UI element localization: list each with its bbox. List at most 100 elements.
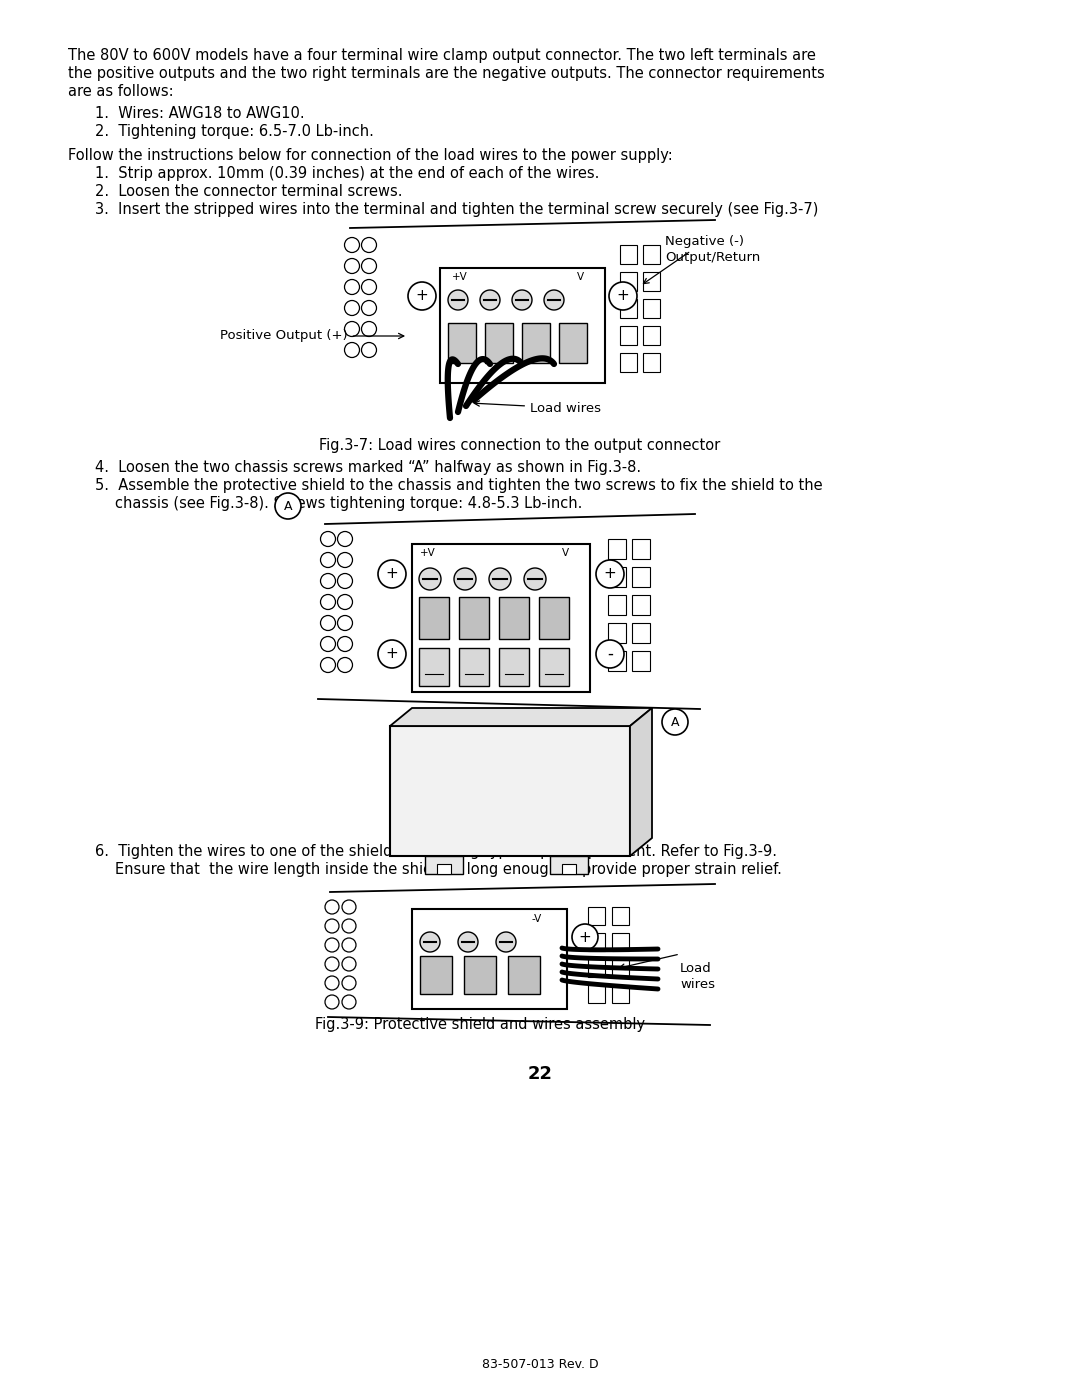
Circle shape — [345, 342, 360, 358]
Bar — [588, 907, 605, 925]
Circle shape — [342, 900, 356, 914]
Text: Load: Load — [680, 963, 712, 975]
Circle shape — [512, 291, 532, 310]
Circle shape — [321, 637, 336, 651]
Text: A: A — [671, 715, 679, 728]
Text: 22: 22 — [527, 1065, 553, 1083]
Bar — [612, 907, 629, 925]
Circle shape — [609, 282, 637, 310]
Text: 5.  Assemble the protective shield to the chassis and tighten the two screws to : 5. Assemble the protective shield to the… — [95, 478, 823, 493]
Text: Follow the instructions below for connection of the load wires to the power supp: Follow the instructions below for connec… — [68, 148, 673, 163]
Bar — [588, 958, 605, 977]
Circle shape — [572, 923, 598, 950]
Text: Output/Return: Output/Return — [665, 251, 760, 264]
Circle shape — [362, 237, 377, 253]
Circle shape — [325, 919, 339, 933]
Text: +V: +V — [453, 272, 468, 282]
Bar — [499, 597, 529, 638]
Bar — [632, 623, 650, 643]
Bar — [643, 299, 660, 319]
Circle shape — [448, 291, 468, 310]
Bar — [620, 353, 637, 372]
Bar — [608, 567, 626, 587]
Text: 83-507-013 Rev. D: 83-507-013 Rev. D — [482, 1358, 598, 1370]
Bar — [612, 958, 629, 977]
Text: The 80V to 600V models have a four terminal wire clamp output connector. The two: The 80V to 600V models have a four termi… — [68, 47, 815, 63]
Circle shape — [362, 342, 377, 358]
Bar — [608, 623, 626, 643]
Bar — [499, 648, 529, 686]
Bar — [485, 323, 513, 363]
Text: Load wires: Load wires — [474, 401, 600, 415]
Circle shape — [362, 321, 377, 337]
Circle shape — [342, 957, 356, 971]
Bar — [440, 268, 605, 383]
Circle shape — [337, 552, 352, 567]
Circle shape — [321, 616, 336, 630]
Text: Fig.3-9: Protective shield and wires assembly: Fig.3-9: Protective shield and wires ass… — [315, 1017, 645, 1032]
Circle shape — [337, 658, 352, 672]
Bar — [643, 272, 660, 291]
Bar — [411, 543, 590, 692]
Text: A: A — [284, 500, 293, 513]
Circle shape — [321, 595, 336, 609]
Text: the positive outputs and the two right terminals are the negative outputs. The c: the positive outputs and the two right t… — [68, 66, 825, 81]
Circle shape — [544, 291, 564, 310]
Bar — [419, 648, 449, 686]
Bar — [420, 956, 453, 995]
Circle shape — [325, 957, 339, 971]
Circle shape — [342, 977, 356, 990]
Circle shape — [378, 640, 406, 668]
Bar — [426, 856, 463, 875]
Circle shape — [524, 569, 546, 590]
Bar — [419, 597, 449, 638]
Circle shape — [325, 937, 339, 951]
Circle shape — [345, 237, 360, 253]
Circle shape — [337, 595, 352, 609]
Text: 3.  Insert the stripped wires into the terminal and tighten the terminal screw s: 3. Insert the stripped wires into the te… — [95, 203, 819, 217]
Text: 2.  Tightening torque: 6.5-7.0 Lb-inch.: 2. Tightening torque: 6.5-7.0 Lb-inch. — [95, 124, 374, 138]
Circle shape — [362, 258, 377, 274]
Circle shape — [337, 637, 352, 651]
Circle shape — [419, 569, 441, 590]
Bar — [620, 244, 637, 264]
Text: 1.  Wires: AWG18 to AWG10.: 1. Wires: AWG18 to AWG10. — [95, 106, 305, 122]
Circle shape — [325, 900, 339, 914]
Polygon shape — [390, 708, 652, 726]
Text: -V: -V — [532, 914, 542, 923]
Bar — [550, 856, 588, 875]
Circle shape — [337, 616, 352, 630]
Bar — [632, 539, 650, 559]
Text: are as follows:: are as follows: — [68, 84, 174, 99]
Text: wires: wires — [680, 978, 715, 990]
Text: +V: +V — [420, 548, 435, 557]
Circle shape — [662, 710, 688, 735]
Bar — [522, 323, 550, 363]
Bar — [562, 863, 576, 875]
Circle shape — [596, 640, 624, 668]
Bar — [559, 323, 588, 363]
Text: V: V — [577, 272, 584, 282]
Bar — [643, 353, 660, 372]
Bar — [411, 909, 567, 1009]
Bar — [464, 956, 496, 995]
Bar — [643, 244, 660, 264]
Bar — [608, 539, 626, 559]
Circle shape — [275, 493, 301, 520]
Bar — [508, 956, 540, 995]
Bar — [620, 299, 637, 319]
Circle shape — [345, 279, 360, 295]
Text: Fig.3-8: Shield assembly: Fig.3-8: Shield assembly — [410, 824, 589, 840]
Bar — [643, 326, 660, 345]
Bar — [448, 323, 476, 363]
Circle shape — [325, 995, 339, 1009]
Circle shape — [337, 574, 352, 588]
Circle shape — [454, 569, 476, 590]
Text: Negative (-): Negative (-) — [644, 235, 744, 284]
Circle shape — [337, 531, 352, 546]
Text: -: - — [607, 645, 613, 664]
Circle shape — [345, 258, 360, 274]
Bar — [620, 272, 637, 291]
Text: 4.  Loosen the two chassis screws marked “A” halfway as shown in Fig.3-8.: 4. Loosen the two chassis screws marked … — [95, 460, 642, 475]
Text: 6.  Tighten the wires to one of the shield sides using typ-wrap or equivalent. R: 6. Tighten the wires to one of the shiel… — [95, 844, 777, 859]
